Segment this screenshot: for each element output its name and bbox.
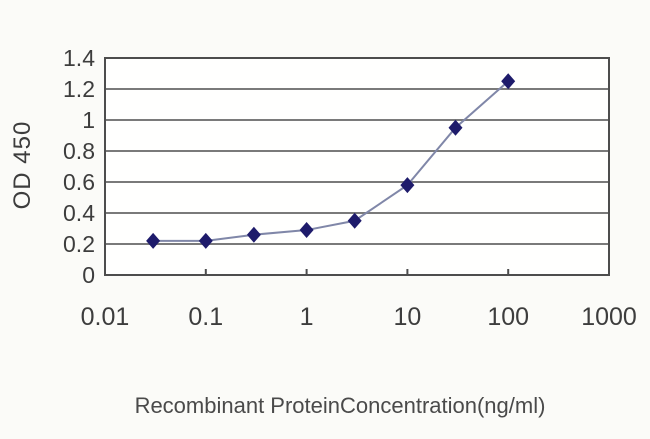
x-tick-label: 1 (300, 303, 314, 331)
data-point-marker (501, 73, 516, 90)
y-tick-label: 0.4 (63, 200, 95, 226)
y-tick-label: 1.2 (63, 76, 95, 102)
data-point-marker (198, 232, 213, 249)
y-tick-label: 1.4 (63, 45, 95, 71)
x-tick-label: 0.1 (188, 303, 223, 331)
data-point-marker (299, 222, 314, 239)
series-line (153, 80, 509, 242)
x-tick-label: 0.01 (81, 303, 130, 331)
x-tick-label: 100 (487, 303, 529, 331)
x-tick-label: 1000 (581, 303, 637, 331)
y-tick-label: 0.6 (63, 169, 95, 195)
data-point-marker (146, 232, 161, 249)
x-tick-label: 10 (393, 303, 421, 331)
plot-background (105, 58, 609, 275)
x-axis-title: Recombinant ProteinConcentration(ng/ml) (134, 393, 546, 418)
y-tick-label: 1 (82, 107, 95, 133)
data-point-marker (347, 212, 362, 229)
data-point-marker (400, 177, 415, 194)
y-tick-label: 0 (82, 262, 95, 288)
y-axis-title: OD 450 (9, 120, 36, 210)
y-tick-label: 0.2 (63, 231, 95, 257)
data-point-marker (246, 226, 261, 243)
data-point-marker (448, 119, 463, 136)
y-tick-label: 0.8 (63, 138, 95, 164)
plot-border (104, 57, 610, 276)
